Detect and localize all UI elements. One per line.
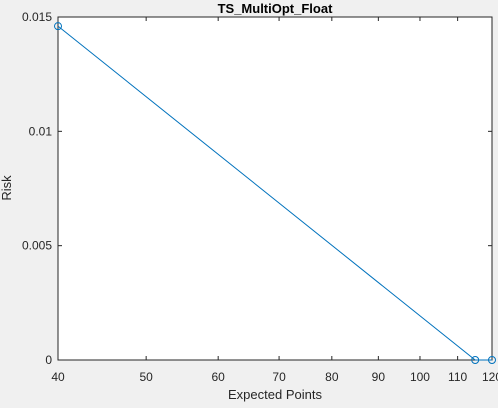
y-axis-label: Risk [0,175,14,201]
x-tick-label: 60 [211,370,225,384]
y-tick-label: 0.005 [22,239,52,253]
y-tick-label: 0.01 [29,124,53,138]
x-tick-label: 110 [448,370,467,384]
x-tick-label: 70 [272,370,286,384]
x-tick-label: 50 [139,370,153,384]
x-tick-label: 100 [410,370,430,384]
chart-title: TS_MultiOpt_Float [218,1,334,16]
data-point [54,22,62,31]
x-axis-label: Expected Points [228,387,322,402]
data-point [488,356,496,364]
series-line [57,25,492,361]
y-tick-label: 0 [45,353,52,367]
x-tick-label: 80 [325,370,339,384]
x-tick-label: 90 [372,370,386,384]
plot-area [57,16,493,361]
x-tick-label: 120 [482,370,498,384]
x-tick-label: 40 [51,370,65,384]
data-point [471,356,480,364]
y-tick-label: 0.015 [22,10,52,24]
